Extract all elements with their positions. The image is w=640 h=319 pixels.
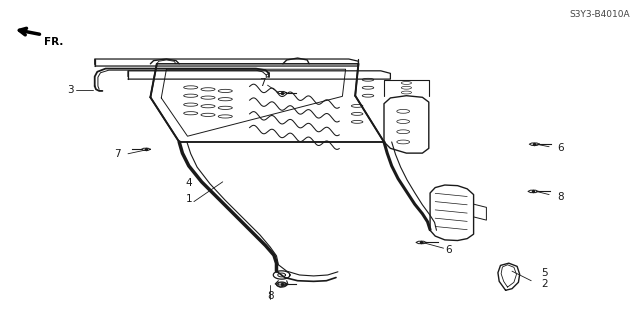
Text: S3Y3-B4010A: S3Y3-B4010A: [570, 10, 630, 19]
Text: 2: 2: [541, 279, 547, 289]
Text: 6: 6: [557, 143, 563, 153]
Text: 3: 3: [67, 85, 74, 95]
Text: 8: 8: [557, 192, 563, 202]
Text: 5: 5: [541, 268, 547, 278]
Text: FR.: FR.: [44, 37, 63, 47]
Text: 6: 6: [445, 245, 451, 256]
Text: 7: 7: [259, 78, 266, 88]
Text: 4: 4: [186, 178, 192, 188]
Text: 7: 7: [114, 149, 120, 159]
Text: 8: 8: [267, 292, 273, 301]
Text: 1: 1: [186, 194, 192, 204]
